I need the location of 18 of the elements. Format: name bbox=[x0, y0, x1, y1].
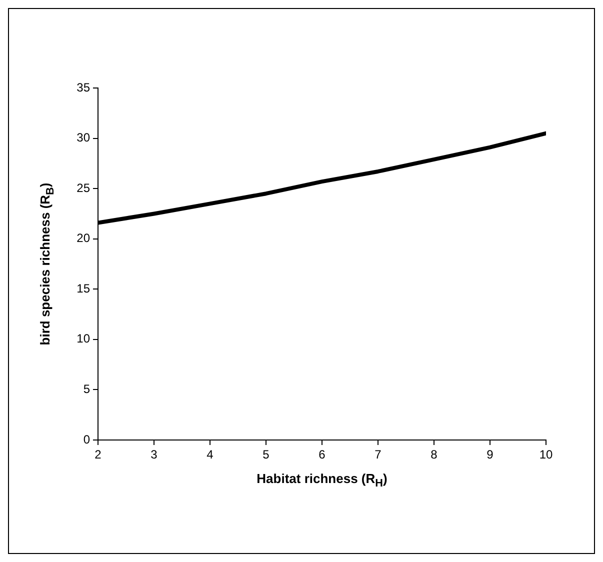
y-tick-label: 25 bbox=[76, 180, 90, 195]
x-tick-label: 8 bbox=[430, 448, 438, 462]
y-tick-label: 30 bbox=[76, 130, 90, 145]
x-tick-label: 5 bbox=[262, 448, 270, 462]
y-tick-label: 15 bbox=[76, 281, 90, 296]
x-tick-label: 7 bbox=[374, 448, 382, 462]
y-tick-label: 20 bbox=[76, 231, 90, 246]
y-tick-label: 35 bbox=[76, 80, 90, 94]
x-tick-label: 9 bbox=[486, 448, 494, 462]
x-axis-title: Habitat richness (R$_{H}$) bbox=[256, 471, 388, 490]
x-tick-label: 10 bbox=[539, 448, 553, 462]
x-tick-label: 4 bbox=[206, 448, 214, 462]
x-tick-label: 6 bbox=[318, 448, 326, 462]
x-tick-label: 2 bbox=[94, 448, 102, 462]
y-tick-label: 0 bbox=[83, 432, 90, 446]
x-tick-label: 3 bbox=[150, 448, 158, 462]
y-tick-label: 10 bbox=[76, 332, 90, 346]
y-tick-label: 5 bbox=[83, 382, 90, 396]
